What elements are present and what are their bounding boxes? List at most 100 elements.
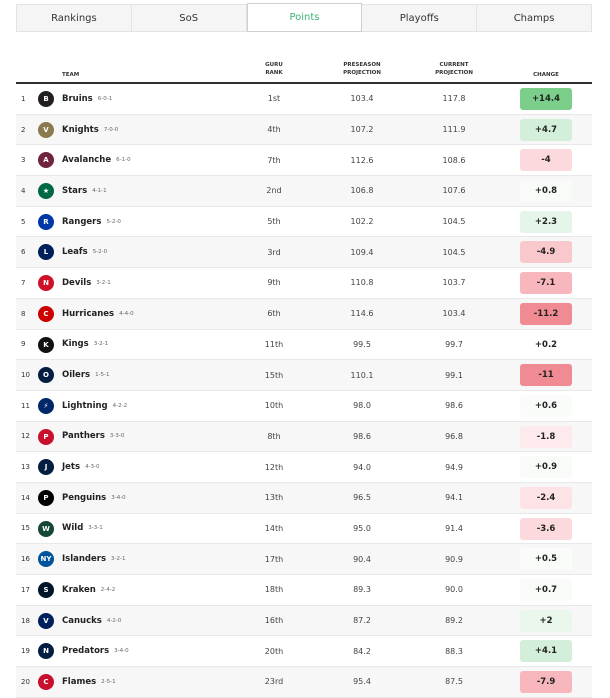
current-projection: 90.9 [445,554,463,564]
current-projection: 107.6 [442,186,466,196]
tab-rankings[interactable]: Rankings [17,5,132,31]
change-badge: +2.3 [520,210,572,233]
change-badge: +0.6 [520,394,572,417]
team-name[interactable]: Penguins [62,492,107,503]
rank-number: 19 [21,647,30,656]
change-badge: -1.8 [520,425,572,448]
team-name[interactable]: Panthers [62,431,105,442]
team-name[interactable]: Stars [62,185,88,196]
rank-number: 9 [21,340,26,349]
preseason-projection: 109.4 [350,247,374,257]
team-record: 4-4-0 [119,310,134,317]
team-record: 3-2-1 [96,279,111,286]
guru-rank: 12th [264,462,284,472]
team-cell: Knights 7-0-0 [62,115,232,145]
table-row: 8 C Hurricanes 4-4-0 6th 114.6 103.4 -11.2 [16,298,592,330]
table-row: 16 NY Islanders 3-2-1 17th 90.4 90.9 +0.5 [16,544,592,575]
team-name[interactable]: Wild [62,523,84,534]
tab-champs[interactable]: Champs [477,5,591,31]
guru-rank: 10th [264,401,284,411]
team-name[interactable]: Kraken [62,584,96,595]
team-logo-icon: W [38,520,54,537]
rank-number: 1 [21,94,26,103]
rank-number: 5 [21,217,26,226]
current-projection: 99.1 [445,370,463,380]
team-record: 6-0-1 [97,95,113,102]
table-row: 11 ⚡ Lightning 4-2-2 10th 98.0 98.6 +0.6 [16,390,592,422]
guru-rank: 3rd [267,247,281,257]
team-cell: Kraken 2-4-2 [62,575,232,605]
team-logo-icon: A [38,152,54,169]
current-projection: 89.2 [445,616,463,626]
change-badge: +4.7 [520,118,572,141]
team-name[interactable]: Rangers [62,216,102,227]
change-badge: -11 [520,364,572,387]
current-projection: 108.6 [442,155,466,165]
team-logo-icon: K [38,336,54,353]
change-badge: +4.1 [520,640,572,663]
tab-sos[interactable]: SoS [131,5,247,31]
guru-rank: 11th [264,339,284,349]
team-name[interactable]: Bruins [62,93,93,104]
team-record: 5-2-0 [92,249,108,256]
table-row: 9 K Kings 3-2-1 11th 99.5 99.7 +0.2 [16,329,592,361]
table-row: 5 R Rangers 5-2-0 5th 102.2 104.5 +2.3 [16,206,592,238]
team-logo-icon: N [38,643,54,660]
change-badge: +0.2 [520,333,572,356]
team-name[interactable]: Oilers [62,370,91,381]
team-name[interactable]: Devils [62,277,92,288]
guru-rank: 17th [264,554,284,564]
table-row: 2 V Knights 7-0-0 4th 107.2 111.9 +4.7 [16,114,592,146]
change-badge: -2.4 [520,486,572,509]
team-record: 3-4-0 [111,494,126,501]
team-name[interactable]: Flames [62,676,97,687]
change-badge: -4.9 [520,241,572,264]
team-name[interactable]: Canucks [62,615,102,626]
team-cell: Stars 4-1-1 [62,176,232,206]
team-name[interactable]: Kings [62,339,89,350]
team-column-header: TEAM [62,72,80,78]
table-row: 18 V Canucks 4-2-0 16th 87.2 89.2 +2 [16,605,592,637]
team-cell: Bruins 6-0-1 [62,84,232,114]
table-row: 17 S Kraken 2-4-2 18th 89.3 90.0 +0.7 [16,575,592,606]
team-name[interactable]: Leafs [62,247,88,258]
team-cell: Lightning 4-2-2 [62,391,232,421]
current-projection: 90.0 [445,585,463,595]
team-cell: Oilers 1-5-1 [62,360,232,390]
team-name[interactable]: Knights [62,124,99,135]
team-logo-icon: S [38,582,54,598]
preseason-projection: 112.6 [350,155,374,165]
rank-number: 2 [21,125,26,134]
current-projection: 103.7 [442,278,466,288]
team-record: 3-4-0 [114,648,129,655]
table-row: 6 L Leafs 5-2-0 3rd 109.4 104.5 -4.9 [16,237,592,269]
table-row: 4 ★ Stars 4-1-1 2nd 106.8 107.6 +0.8 [16,176,592,207]
rank-number: 11 [21,401,30,410]
team-name[interactable]: Islanders [62,554,107,565]
preseason-projection: 90.4 [353,554,371,564]
team-name[interactable]: Predators [62,646,110,657]
change-badge: +0.8 [520,180,572,203]
guru-rank: 14th [264,523,284,533]
rank-number: 18 [21,616,30,625]
rank-number: 14 [21,493,30,502]
team-name[interactable]: Jets [62,462,81,473]
team-name[interactable]: Lightning [62,400,108,411]
team-record: 5-2-0 [106,218,121,225]
preseason-projection: 106.8 [350,186,374,196]
change-badge: -3.6 [520,517,572,540]
tab-playoffs[interactable]: Playoffs [362,5,478,31]
guru-rank-column-header: GURU RANK [265,62,283,76]
team-name[interactable]: Hurricanes [62,308,115,319]
team-name[interactable]: Avalanche [62,155,112,166]
current-projection: 104.5 [442,247,466,257]
current-projection-column-header: CURRENT PROJECTION [435,62,473,76]
team-logo-icon: L [38,244,54,261]
team-cell: Devils 3-2-1 [62,268,232,298]
guru-rank: 13th [264,493,284,503]
team-logo-icon: V [38,121,54,138]
rank-number: 17 [21,585,30,594]
tab-points[interactable]: Points [246,3,363,32]
preseason-projection: 95.0 [353,523,371,533]
guru-rank: 18th [264,585,284,595]
